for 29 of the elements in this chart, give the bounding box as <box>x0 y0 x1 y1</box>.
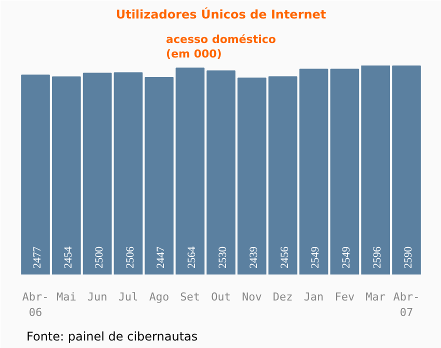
x-tick-label: Mai <box>56 290 76 304</box>
data-label: 2564 <box>186 246 198 268</box>
x-tick-label: Fev <box>334 290 355 304</box>
data-label: 2590 <box>402 246 414 268</box>
x-tick-label: Dez <box>272 290 293 304</box>
x-tick-label: Abr- 06 <box>22 290 49 320</box>
data-label: 2530 <box>217 246 229 268</box>
data-label: 2477 <box>32 246 44 268</box>
data-label: 2549 <box>310 246 322 268</box>
chart-title: Utilizadores Únicos de Internet <box>116 6 326 22</box>
x-tick-label: Mar <box>366 290 386 304</box>
x-tick-label: Ago <box>149 290 170 304</box>
data-label: 2456 <box>278 246 291 268</box>
data-label: 2454 <box>62 246 74 268</box>
data-label: 2506 <box>124 246 136 268</box>
x-tick-label: Set <box>180 290 200 304</box>
data-label: 2447 <box>155 246 168 268</box>
x-tick-label: Nov <box>242 290 262 304</box>
data-label: 2500 <box>93 246 106 268</box>
data-label: 2439 <box>248 246 260 268</box>
data-label: 2549 <box>340 246 353 268</box>
x-tick-label: Jun <box>87 290 108 304</box>
x-tick-label: Jan <box>304 290 324 304</box>
source-note: Fonte: painel de cibernautas <box>26 330 198 344</box>
chart-subtitle: acesso doméstico (em 000) <box>166 33 276 60</box>
x-tick-label: Jul <box>118 290 138 304</box>
data-label: 2596 <box>372 246 384 268</box>
x-tick-label: Abr- 07 <box>393 290 420 320</box>
x-tick-label: Out <box>211 290 231 304</box>
